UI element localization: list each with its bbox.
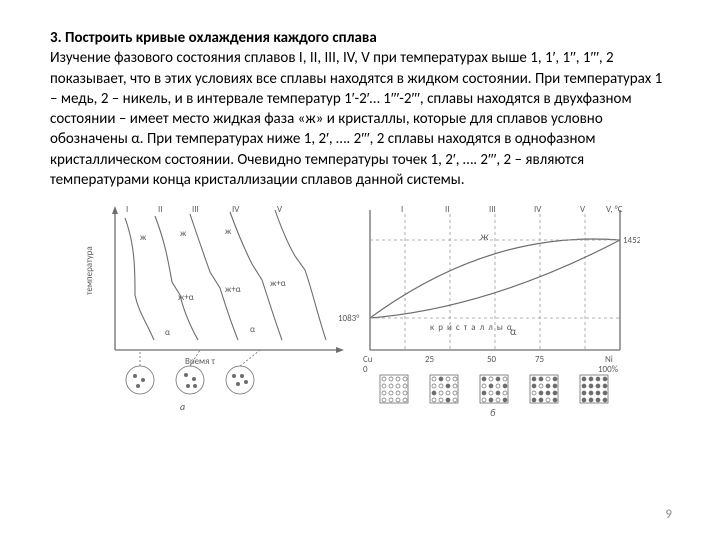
phase-label: ж [225, 226, 232, 237]
roman: II [445, 204, 450, 215]
right-panel: V, °C I II III IV V [338, 204, 640, 419]
phase-diagram-figure: температура Время τ I II III IV V ж [80, 200, 640, 420]
body-text-span: Изучение фазового состояния сплавов I, I… [50, 49, 662, 189]
curve-label: I [126, 204, 128, 215]
left-panel: температура Время τ I II III IV V ж [84, 204, 344, 413]
hi-temp: 1452° [623, 235, 640, 246]
phase-label: α [165, 327, 171, 338]
phase-label: ж [180, 228, 187, 239]
section-body: Изучение фазового состояния сплавов I, I… [50, 48, 670, 190]
roman: IV [534, 204, 542, 215]
curve-label: V [277, 204, 283, 215]
right-panel-label: б [490, 406, 496, 419]
phase-label: ж+α [225, 284, 242, 295]
left-panel-label: a [180, 400, 185, 413]
roman: V [580, 204, 586, 215]
phase-label: ж+α [178, 292, 195, 303]
roman: III [489, 204, 496, 215]
svg-text:50: 50 [487, 354, 497, 365]
atom-grids [380, 375, 608, 403]
curve-label: III [192, 204, 199, 215]
ylabel-left: температура [84, 246, 95, 295]
svg-text:100%: 100% [598, 364, 619, 375]
phase-label: α [250, 324, 256, 335]
svg-text:75: 75 [535, 354, 545, 365]
svg-text:0: 0 [363, 364, 368, 375]
phase-label: ж [140, 232, 147, 243]
lo-temp: 1083° [338, 313, 359, 324]
section-heading: 3. Построить кривые охлаждения каждого с… [50, 28, 670, 48]
svg-text:25: 25 [425, 354, 435, 365]
roman: I [401, 204, 403, 215]
page-number: 9 [665, 507, 672, 522]
xlabel-left: Время τ [185, 356, 215, 367]
t-axis-label: V, °C [606, 204, 623, 215]
phase-label: ж+α [270, 278, 287, 289]
curve-label: II [158, 204, 163, 215]
svg-text:ж: ж [480, 230, 489, 243]
curve-label: IV [232, 204, 240, 215]
crystals-label: к р и с т а л л ы α [430, 322, 513, 333]
